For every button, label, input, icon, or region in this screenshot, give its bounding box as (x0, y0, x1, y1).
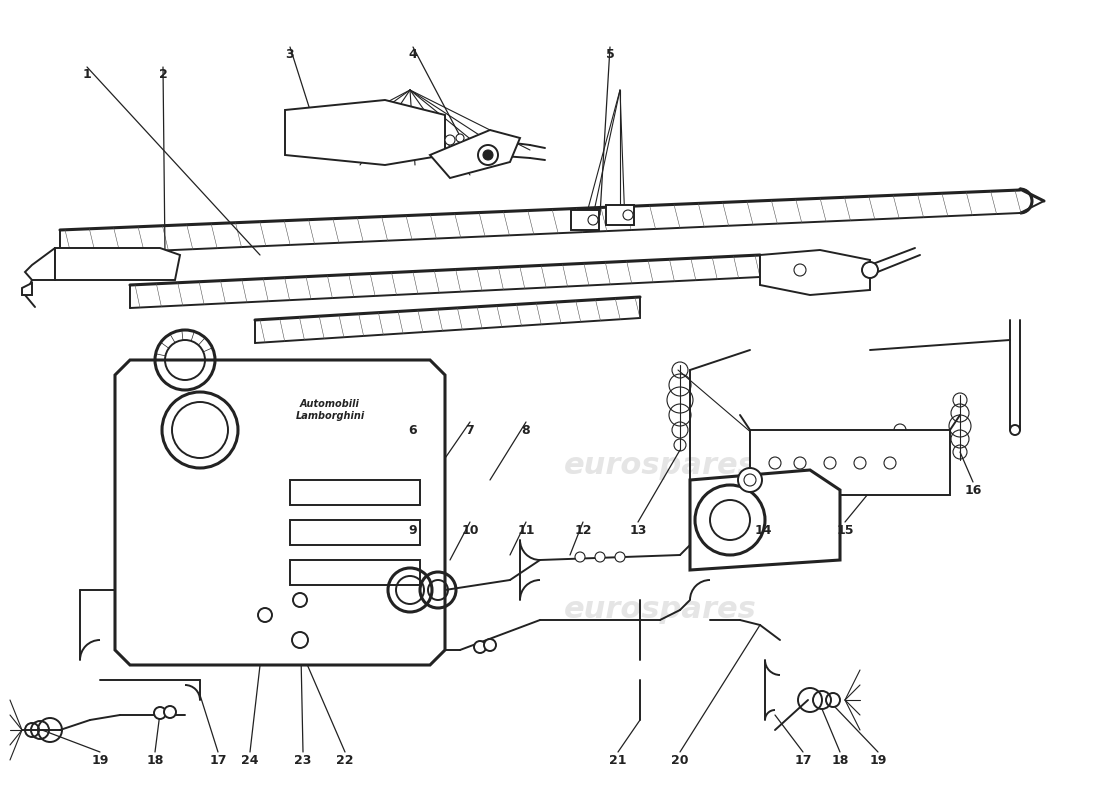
Polygon shape (760, 250, 870, 295)
Text: 1: 1 (82, 69, 91, 82)
Bar (290, 520, 420, 545)
Polygon shape (285, 100, 446, 165)
Circle shape (446, 135, 455, 145)
Text: eurospares: eurospares (204, 450, 396, 479)
Text: 2: 2 (158, 69, 167, 82)
Text: 11: 11 (517, 523, 535, 537)
Text: 16: 16 (965, 483, 981, 497)
Text: 4: 4 (408, 49, 417, 62)
Text: 7: 7 (465, 423, 474, 437)
Circle shape (483, 150, 493, 160)
Circle shape (744, 474, 756, 486)
Polygon shape (430, 130, 520, 178)
Circle shape (474, 641, 486, 653)
Circle shape (738, 468, 762, 492)
Text: eurospares: eurospares (563, 595, 757, 625)
Polygon shape (606, 205, 634, 225)
Circle shape (484, 639, 496, 651)
Polygon shape (25, 248, 55, 280)
Circle shape (478, 145, 498, 165)
Circle shape (164, 706, 176, 718)
Text: eurospares: eurospares (204, 595, 396, 625)
Text: eurospares: eurospares (563, 450, 757, 479)
Bar (750, 430, 950, 495)
Text: 22: 22 (337, 754, 354, 766)
Text: 20: 20 (671, 754, 689, 766)
Circle shape (595, 552, 605, 562)
Text: 19: 19 (869, 754, 887, 766)
Text: 18: 18 (832, 754, 849, 766)
Polygon shape (22, 283, 32, 295)
Text: 13: 13 (629, 523, 647, 537)
Text: 15: 15 (836, 523, 854, 537)
Text: 14: 14 (755, 523, 772, 537)
Polygon shape (116, 360, 446, 665)
Polygon shape (55, 248, 180, 280)
Text: 6: 6 (409, 423, 417, 437)
Polygon shape (690, 470, 840, 570)
Text: 24: 24 (241, 754, 258, 766)
Circle shape (292, 632, 308, 648)
Circle shape (258, 608, 272, 622)
Text: 3: 3 (286, 49, 295, 62)
Text: 9: 9 (409, 523, 417, 537)
Circle shape (862, 262, 878, 278)
Text: 17: 17 (209, 754, 227, 766)
Text: 8: 8 (521, 423, 530, 437)
Text: 18: 18 (146, 754, 164, 766)
Text: 17: 17 (794, 754, 812, 766)
Bar (290, 480, 420, 505)
Text: 19: 19 (91, 754, 109, 766)
Circle shape (615, 552, 625, 562)
Polygon shape (571, 210, 600, 230)
Circle shape (293, 593, 307, 607)
Circle shape (575, 552, 585, 562)
Bar (290, 560, 420, 585)
Text: 23: 23 (295, 754, 311, 766)
Text: Automobili
Lamborghini: Automobili Lamborghini (296, 399, 364, 421)
Text: 12: 12 (574, 523, 592, 537)
Text: 21: 21 (609, 754, 627, 766)
Text: 10: 10 (461, 523, 478, 537)
Circle shape (154, 707, 166, 719)
Circle shape (456, 134, 464, 142)
Text: 5: 5 (606, 49, 615, 62)
